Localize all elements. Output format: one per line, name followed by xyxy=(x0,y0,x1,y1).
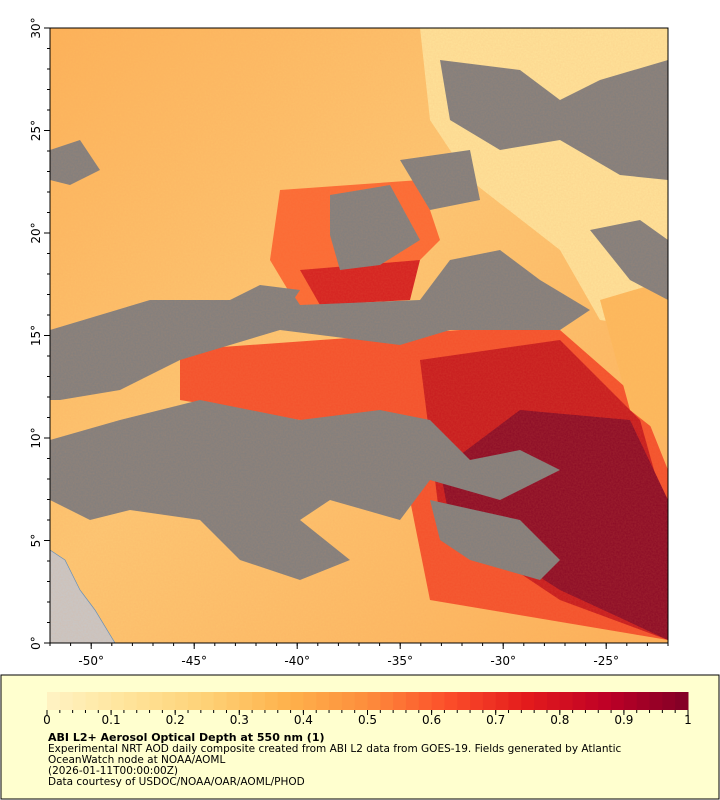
colorbar-step xyxy=(303,692,317,710)
colorbar-tick-label: 0.2 xyxy=(166,713,185,727)
colorbar-step xyxy=(47,692,61,710)
colorbar-step xyxy=(495,692,510,710)
colorbar-step xyxy=(59,692,74,710)
colorbar-step xyxy=(111,692,125,710)
y-tick-label: 20° xyxy=(29,222,43,243)
colorbar-tick-label: 0.9 xyxy=(614,713,633,727)
colorbar-tick-label: 0.5 xyxy=(358,713,377,727)
colorbar-step xyxy=(264,692,279,710)
colorbar-step xyxy=(98,692,112,710)
colorbar-step xyxy=(226,692,240,710)
y-tick-label: 0° xyxy=(29,636,43,650)
colorbar-step xyxy=(354,692,368,710)
colorbar-step xyxy=(636,692,651,710)
colorbar-step xyxy=(329,692,343,710)
caption-credit: Data courtesy of USDOC/NOAA/OAR/AOML/PHO… xyxy=(48,776,305,788)
colorbar-step xyxy=(149,692,163,710)
colorbar-step xyxy=(431,692,445,710)
colorbar-step xyxy=(239,692,253,710)
colorbar-step xyxy=(277,692,292,710)
colorbar-step xyxy=(457,692,471,710)
colorbar-step xyxy=(508,692,522,710)
colorbar-tick-label: 1 xyxy=(684,713,692,727)
map-image xyxy=(50,28,668,643)
colorbar-step xyxy=(72,692,86,710)
colorbar-step xyxy=(290,692,304,710)
colorbar-step xyxy=(623,692,638,710)
colorbar-step xyxy=(470,692,484,710)
colorbar-step xyxy=(393,692,407,710)
y-tick-label: 5° xyxy=(29,534,43,548)
colorbar-step xyxy=(444,692,458,710)
colorbar-step xyxy=(611,692,625,710)
colorbar: 0 0.1 0.2 0.3 0.4 0.5 0.6 0.7 0.8 0.9 1 xyxy=(43,692,692,727)
colorbar-tick-label: 0.1 xyxy=(102,713,121,727)
colorbar-step xyxy=(534,692,548,710)
colorbar-step xyxy=(200,692,215,710)
colorbar-step xyxy=(367,692,381,710)
colorbar-step xyxy=(380,692,394,710)
caption-title: ABI L2+ Aerosol Optical Depth at 550 nm … xyxy=(48,731,325,744)
caption-time: (2026-01-11T00:00:00Z) xyxy=(48,765,178,777)
colorbar-tick-label: 0 xyxy=(43,713,51,727)
y-tick-label: 10° xyxy=(29,427,43,448)
colorbar-tick-label: 0.3 xyxy=(230,713,249,727)
colorbar-step xyxy=(418,692,433,710)
colorbar-step xyxy=(252,692,266,710)
colorbar-step xyxy=(585,692,599,710)
colorbar-step xyxy=(85,692,99,710)
colorbar-step xyxy=(316,692,330,710)
colorbar-tick-label: 0.8 xyxy=(550,713,569,727)
colorbar-step xyxy=(675,692,689,710)
colorbar-tick-label: 0.4 xyxy=(294,713,313,727)
colorbar-step xyxy=(572,692,586,710)
x-tick-label: -25° xyxy=(593,654,619,668)
colorbar-step xyxy=(598,692,612,710)
x-tick-label: -45° xyxy=(181,654,207,668)
colorbar-step xyxy=(546,692,561,710)
colorbar-step xyxy=(175,692,189,710)
colorbar-step xyxy=(188,692,202,710)
colorbar-tick-label: 0.6 xyxy=(422,713,441,727)
colorbar-step xyxy=(482,692,497,710)
colorbar-tick-label: 0.7 xyxy=(486,713,505,727)
colorbar-step xyxy=(213,692,227,710)
caption-description: Experimental NRT AOD daily composite cre… xyxy=(48,743,622,766)
colorbar-step xyxy=(123,692,138,710)
x-tick-label: -30° xyxy=(490,654,516,668)
y-tick-label: 15° xyxy=(29,325,43,346)
colorbar-step xyxy=(405,692,420,710)
colorbar-step xyxy=(662,692,676,710)
colorbar-step xyxy=(162,692,176,710)
colorbar-step xyxy=(649,692,663,710)
y-tick-label: 30° xyxy=(29,17,43,38)
colorbar-step xyxy=(136,692,151,710)
colorbar-step xyxy=(559,692,574,710)
x-tick-label: -40° xyxy=(284,654,310,668)
colorbar-step xyxy=(341,692,356,710)
y-tick-label: 25° xyxy=(29,120,43,141)
axes: -50° -45° -40° -35° -30° -25° 0° 5° 10° 15° 20° 25°… xyxy=(29,17,669,668)
x-tick-label: -35° xyxy=(387,654,413,668)
colorbar-step xyxy=(521,692,535,710)
x-tick-label: -50° xyxy=(78,654,104,668)
